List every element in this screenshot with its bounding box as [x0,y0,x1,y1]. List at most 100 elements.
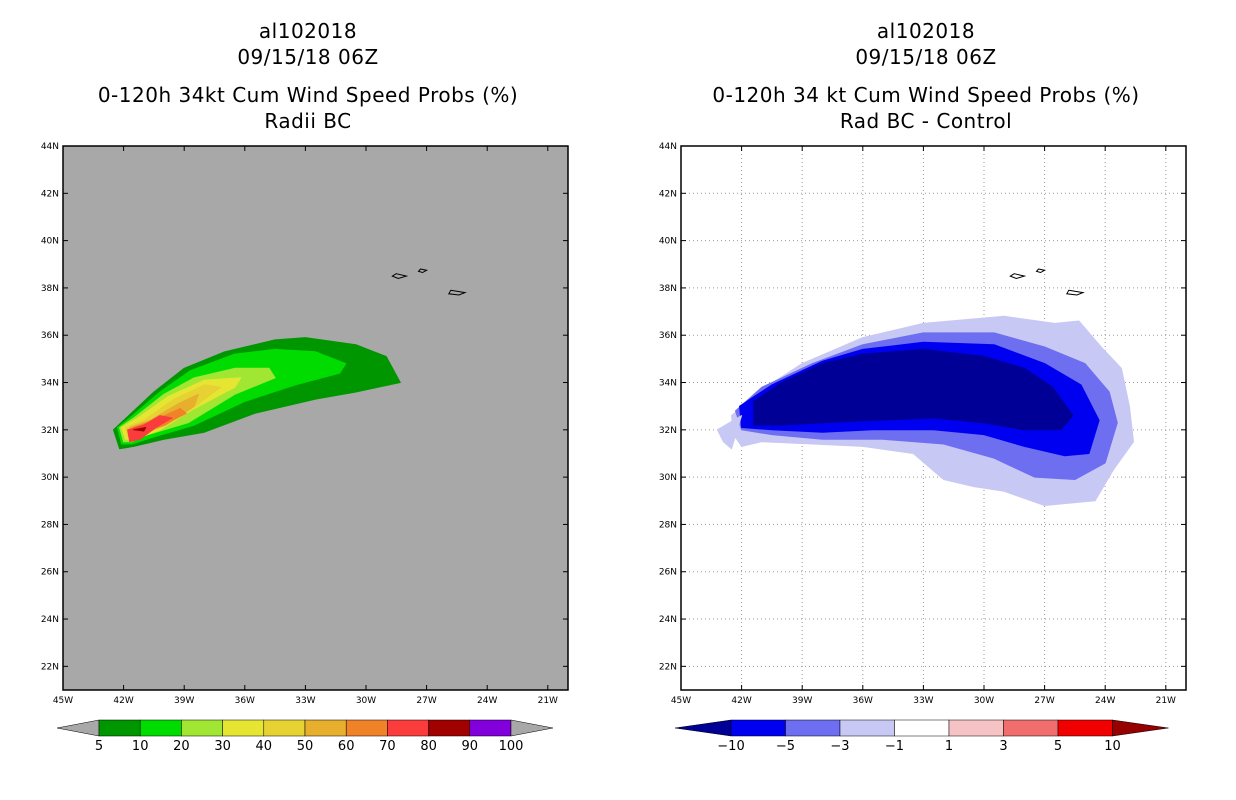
y-tick-label: 30N [41,473,59,483]
island-outline [1009,273,1027,280]
colorbar-box [839,719,895,737]
contour-neg10 [753,348,1074,431]
colorbar-label: −3 [830,739,849,754]
colorbar-label: −5 [776,739,795,754]
colorbar-label: 10 [1104,739,1121,754]
x-tick-label: 24W [477,696,497,706]
y-tick-label: 42N [41,189,59,199]
chart-panel-2: 45W 42W 39W 36W 33W 30W 27W 24W 21W 22N 24N 26N 28N 3… [659,142,1187,754]
y-tick-label: 22N [659,662,677,672]
colorbar-box [139,719,182,737]
y-tick-label: 26N [659,568,677,578]
island-outline [391,273,409,280]
right-panel-title-block: al102018 09/15/18 06Z 0-120h 34 kt Cum W… [676,18,1176,134]
y-tick-label: 40N [41,237,59,247]
y-tick-label: 24N [41,615,59,625]
y-tick-label: 28N [659,520,677,530]
right-datetime: 09/15/18 06Z [855,45,997,69]
colorbar-label: 3 [999,739,1007,754]
colorbar-arrow-left [674,719,732,737]
colorbar-label: 1 [945,739,953,754]
colorbar-label: 40 [256,739,273,754]
colorbar-arrow-right [510,719,554,737]
colorbar-box [428,719,471,737]
colorbar-box [1057,719,1113,737]
colorbar-label: 30 [214,739,231,754]
y-tick-label: 36N [41,331,59,341]
y-tick-label: 38N [659,284,677,294]
left-chart-title: 0-120h 34kt Cum Wind Speed Probs (%) [97,83,519,107]
colorbar-label: 70 [379,739,396,754]
colorbar-box [98,719,141,737]
x-tick-label: 33W [295,696,315,706]
colorbar-box [894,719,950,737]
chart-panel-1: 45W 42W 39W 36W 33W 30W 27W 24W 21W 22N 24N 26N 28N 3… [41,142,569,754]
colorbar-arrow-left [56,719,100,737]
x-tick-label: 30W [974,696,994,706]
y-tick-label: 32N [41,426,59,436]
y-tick-label: 24N [659,615,677,625]
colorbar-label: 5 [95,739,103,754]
contour-70 [127,415,173,443]
contour-neg1 [716,415,743,450]
island-outline [1065,289,1085,296]
colorbar-box [948,719,1004,737]
left-panel-title-block: al102018 09/15/18 06Z 0-120h 34kt Cum Wi… [58,18,558,134]
colorbar-label: 80 [420,739,437,754]
colorbar-box [222,719,265,737]
x-tick-label: 42W [731,696,751,706]
plot-frame [680,145,1187,691]
y-tick-label: 38N [41,284,59,294]
colorbar-box [730,719,786,737]
right-chart-subtitle: Rad BC - Control [839,109,1013,133]
x-tick-label: 45W [671,696,691,706]
y-tick-label: 44N [41,142,59,152]
y-tick-label: 36N [659,331,677,341]
x-tick-label: 36W [235,696,255,706]
colorbar-label: −10 [717,739,744,754]
y-tick-label: 26N [41,568,59,578]
right-chart-title: 0-120h 34 kt Cum Wind Speed Probs (%) [712,83,1140,107]
x-tick-label: 39W [792,696,812,706]
colorbar-box [387,719,429,737]
y-tick-label: 40N [659,237,677,247]
left-storm-id: al102018 [258,19,358,43]
island-outline [417,268,429,274]
colorbar: 5 10 20 30 40 50 60 70 80 90 100 [56,719,554,754]
colorbar-label: 90 [462,739,479,754]
left-datetime: 09/15/18 06Z [237,45,379,69]
x-tick-label: 45W [53,696,73,706]
y-tick-label: 32N [659,426,677,436]
x-tick-label: 30W [356,696,376,706]
contour-fills [716,315,1134,506]
x-tick-label: 36W [853,696,873,706]
plot-frame [62,145,569,691]
y-tick-label: 34N [41,379,59,389]
colorbar-label: 10 [132,739,149,754]
colorbar-label: 100 [499,739,524,754]
colorbar-box [1003,719,1059,737]
right-storm-id: al102018 [876,19,976,43]
colorbar-box [785,719,841,737]
colorbar: −10 −5 −3 −1 1 3 5 10 [674,719,1169,754]
x-tick-label: 24W [1095,696,1115,706]
colorbar-label: 5 [1054,739,1062,754]
y-tick-label: 22N [41,662,59,672]
x-tick-label: 39W [174,696,194,706]
x-tick-label: 21W [538,696,558,706]
colorbar-box [345,719,388,737]
colorbar-box [469,719,512,737]
island-outline [447,289,467,296]
left-chart-subtitle: Radii BC [264,109,352,133]
colorbar-box [304,719,347,737]
y-tick-label: 28N [41,520,59,530]
colorbar-label: −1 [885,739,904,754]
x-tick-label: 33W [913,696,933,706]
colorbar-label: 20 [173,739,190,754]
colorbar-arrow-right [1112,719,1169,737]
x-tick-label: 27W [416,696,436,706]
x-tick-label: 27W [1034,696,1054,706]
island-outline [1035,268,1047,274]
colorbar-label: 60 [338,739,355,754]
